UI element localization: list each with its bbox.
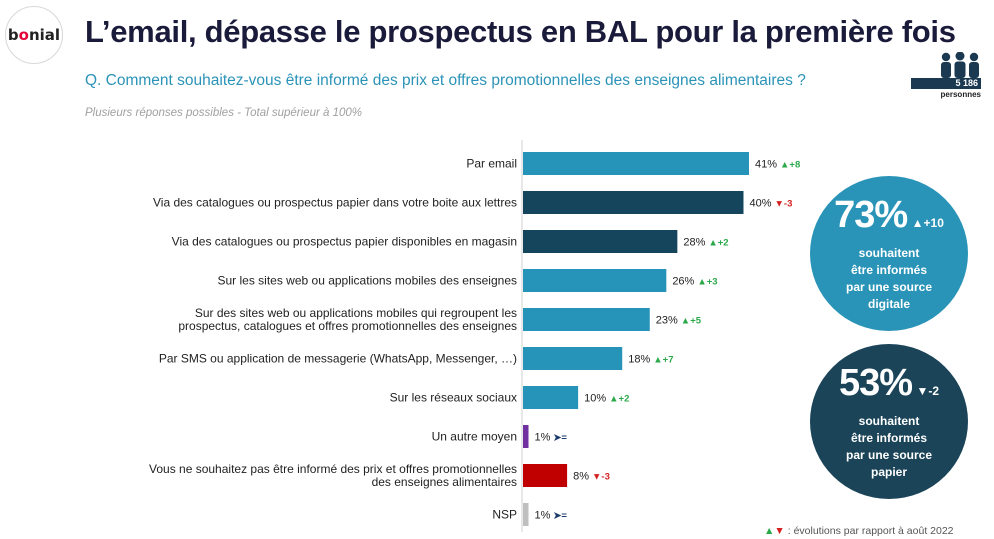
value-label: 41% — [755, 159, 777, 171]
change-label: ▲+2 — [609, 394, 629, 405]
value-label: 8% — [573, 471, 589, 483]
category-label: Par email — [466, 157, 517, 171]
change-label: ▼-3 — [775, 199, 793, 210]
change-label: ➤= — [553, 511, 567, 522]
change-label: ▲+5 — [681, 316, 702, 327]
paper-callout-line3: par une source — [845, 448, 933, 462]
bar — [523, 152, 749, 175]
paper-callout: 53% ▼-2 souhaitent être informés par une… — [810, 344, 968, 499]
bar-chart: Par email 41% ▲+8 Via des catalogues ou pro… — [149, 140, 800, 532]
digital-callout-line2: être informés — [850, 263, 928, 277]
sample-count: 5 186 — [911, 78, 981, 89]
bar — [523, 464, 568, 487]
category-label: Par SMS ou application de messagerie (Wh… — [159, 352, 517, 366]
bonial-logo: b o nial — [5, 6, 63, 64]
digital-callout-value: 73% — [834, 194, 908, 236]
bar — [523, 347, 623, 370]
survey-note: Plusieurs réponses possibles - Total sup… — [85, 107, 363, 119]
category-label: Sur les réseaux sociaux — [390, 391, 517, 405]
category-label: Via des catalogues ou prospectus papier … — [172, 235, 517, 249]
change-label: ▲+7 — [653, 355, 673, 366]
value-label: 23% — [656, 315, 678, 327]
category-label: Un autre moyen — [432, 430, 517, 444]
category-label: Via des catalogues ou prospectus papier … — [153, 196, 517, 210]
digital-callout-change: ▲+10 — [911, 216, 944, 230]
change-label: ➤= — [553, 433, 567, 444]
sample-size-badge: 5 186 personnes — [911, 52, 981, 102]
value-label: 10% — [584, 393, 606, 405]
bar — [523, 503, 529, 526]
bar — [523, 308, 650, 331]
bar — [523, 269, 667, 292]
digital-callout: 73% ▲+10 souhaitent être informés par un… — [810, 176, 968, 331]
evolution-legend: ▲▼ : évolutions par rapport à août 2022 — [764, 525, 954, 537]
category-label: Sur les sites web ou applications mobile… — [217, 274, 517, 288]
survey-question: Q. Comment souhaitez-vous être informé d… — [85, 72, 806, 89]
digital-callout-line3: par une source — [845, 280, 933, 294]
value-label: 28% — [683, 237, 705, 249]
value-label: 26% — [672, 276, 694, 288]
value-label: 1% — [535, 510, 551, 522]
bar — [523, 191, 744, 214]
paper-callout-line1: souhaitent — [858, 414, 920, 428]
bar — [523, 386, 579, 409]
down-arrow-icon: ▼ — [774, 525, 785, 537]
evolution-legend-text: : évolutions par rapport à août 2022 — [787, 525, 954, 537]
paper-callout-line2: être informés — [850, 431, 928, 445]
paper-callout-line4: papier — [870, 465, 907, 479]
people-icon — [941, 52, 979, 78]
page-title: L’email, dépasse le prospectus en BAL po… — [85, 14, 956, 49]
value-label: 40% — [749, 198, 771, 210]
value-label: 18% — [628, 354, 650, 366]
category-label: NSP — [492, 508, 517, 522]
sample-unit: personnes — [940, 90, 981, 99]
digital-callout-line4: digitale — [867, 297, 910, 311]
change-label: ▲+3 — [697, 277, 717, 288]
paper-callout-change: ▼-2 — [916, 384, 940, 398]
up-arrow-icon: ▲ — [764, 525, 775, 537]
category-label: Sur des sites web ou applications mobile… — [178, 306, 517, 333]
value-label: 1% — [535, 432, 551, 444]
change-label: ▼-3 — [592, 472, 610, 483]
change-label: ▲+2 — [708, 238, 728, 249]
digital-callout-line1: souhaitent — [858, 246, 920, 260]
category-label: Vous ne souhaitez pas être informé des p… — [149, 462, 517, 489]
bar — [523, 425, 529, 448]
paper-callout-value: 53% — [838, 362, 913, 404]
change-label: ▲+8 — [780, 160, 800, 171]
bar — [523, 230, 678, 253]
